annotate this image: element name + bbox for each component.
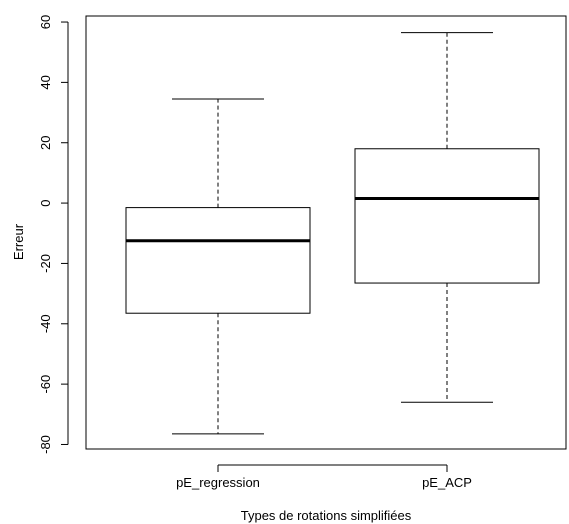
y-tick-label: 60 (38, 15, 53, 29)
x-tick-label: pE_regression (176, 475, 260, 490)
box-series (125, 32, 540, 435)
y-tick-label: -40 (38, 314, 53, 333)
x-tick-label: pE_ACP (422, 475, 472, 490)
x-axis-title: Types de rotations simplifiées (241, 508, 412, 523)
iqr-box (125, 207, 311, 314)
y-tick-label: -80 (38, 435, 53, 454)
box-pE_regression (125, 98, 311, 435)
iqr-box (354, 148, 540, 284)
box-pE_ACP (354, 32, 540, 403)
y-axis-title: Erreur (11, 223, 26, 260)
y-tick-label: 40 (38, 75, 53, 89)
y-tick-label: 20 (38, 135, 53, 149)
x-axis-ticks: pE_regression pE_ACP (176, 464, 472, 490)
y-axis-ticks: -80 -60 -40 -20 0 20 40 60 (38, 15, 68, 454)
y-tick-label: -20 (38, 254, 53, 273)
y-tick-label: -60 (38, 375, 53, 394)
plot-frame (85, 15, 567, 450)
y-tick-label: 0 (38, 199, 53, 206)
